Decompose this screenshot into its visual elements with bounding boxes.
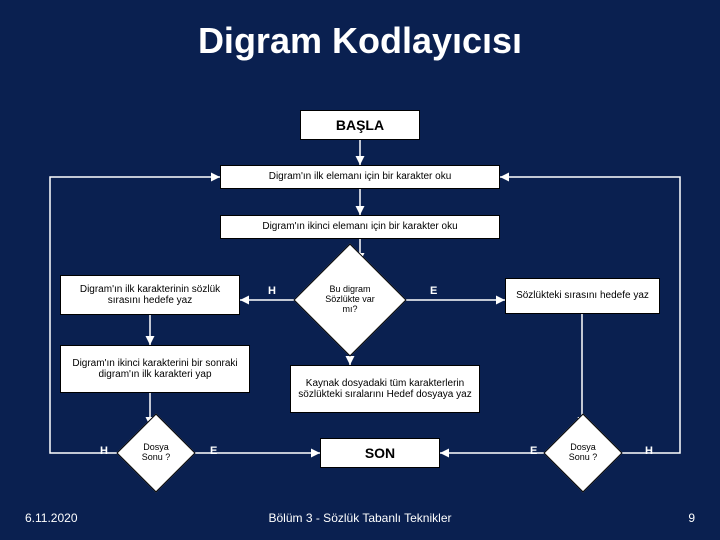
node-start: BAŞLA <box>300 110 420 140</box>
edge-label-e1: E <box>430 285 437 297</box>
node-shift: Digram'ın ikinci karakterini bir sonraki… <box>60 345 250 393</box>
node-read-first: Digram'ın ilk elemanı için bir karakter … <box>220 165 500 189</box>
footer-page: 9 <box>688 511 695 525</box>
node-decision-in-dict: Bu digram Sözlükte var mı? <box>310 260 390 340</box>
node-end: SON <box>320 438 440 468</box>
node-note: Kaynak dosyadaki tüm karakterlerin sözlü… <box>290 365 480 413</box>
edge-label-e3: E <box>530 445 537 457</box>
edge-label-h1: H <box>268 285 276 297</box>
node-decision-eof-left: Dosya Sonu ? <box>128 425 184 481</box>
footer-center: Bölüm 3 - Sözlük Tabanlı Teknikler <box>0 511 720 525</box>
node-write-first: Digram'ın ilk karakterinin sözlük sırası… <box>60 275 240 315</box>
edge-label-h2: H <box>100 445 108 457</box>
node-write-order: Sözlükteki sırasını hedefe yaz <box>505 278 660 314</box>
node-read-second: Digram'ın ikinci elemanı için bir karakt… <box>220 215 500 239</box>
edge-label-h3: H <box>645 445 653 457</box>
page-title: Digram Kodlayıcısı <box>0 20 720 62</box>
edge-label-e2: E <box>210 445 217 457</box>
node-decision-eof-right: Dosya Sonu ? <box>555 425 611 481</box>
